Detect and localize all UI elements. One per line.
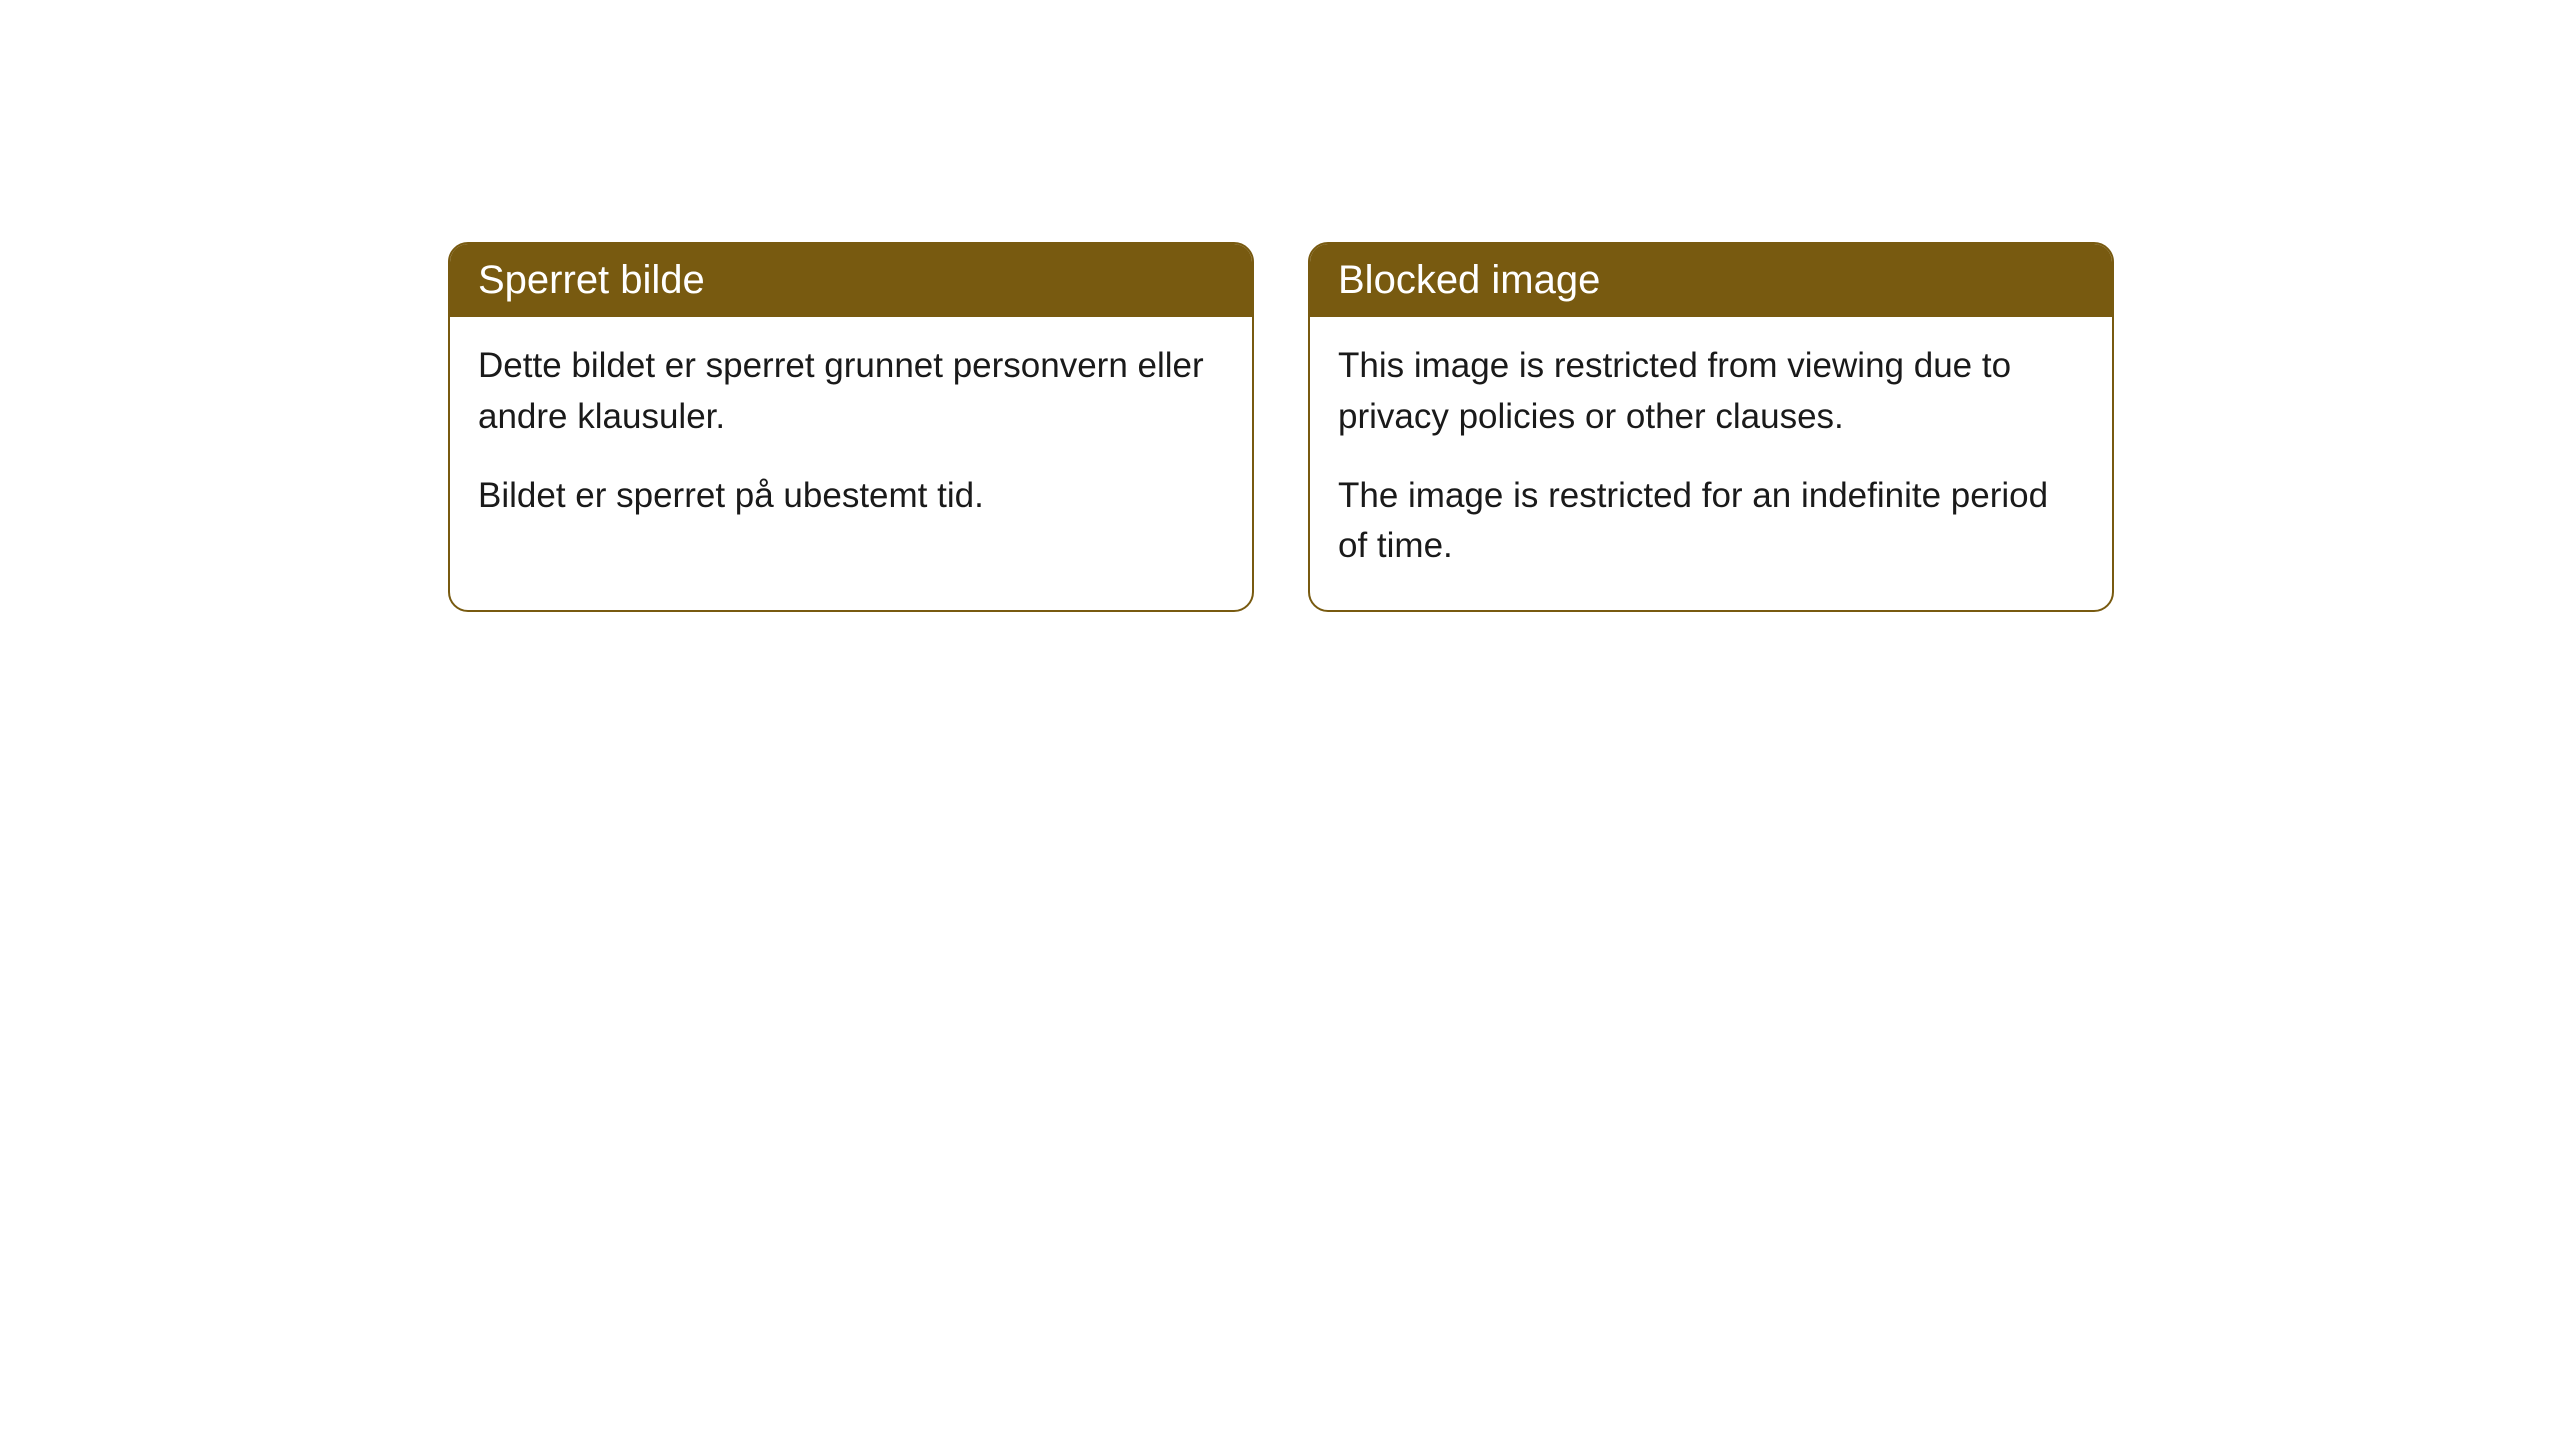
card-title: Blocked image [1338,258,1600,302]
card-paragraph: This image is restricted from viewing du… [1338,341,2084,443]
notice-container: Sperret bilde Dette bildet er sperret gr… [448,242,2114,612]
card-body: This image is restricted from viewing du… [1310,317,2112,610]
notice-card-norwegian: Sperret bilde Dette bildet er sperret gr… [448,242,1254,612]
card-header: Blocked image [1310,244,2112,317]
card-header: Sperret bilde [450,244,1252,317]
card-body: Dette bildet er sperret grunnet personve… [450,317,1252,559]
card-paragraph: Bildet er sperret på ubestemt tid. [478,471,1224,522]
notice-card-english: Blocked image This image is restricted f… [1308,242,2114,612]
card-title: Sperret bilde [478,258,705,302]
card-paragraph: Dette bildet er sperret grunnet personve… [478,341,1224,443]
card-paragraph: The image is restricted for an indefinit… [1338,471,2084,573]
